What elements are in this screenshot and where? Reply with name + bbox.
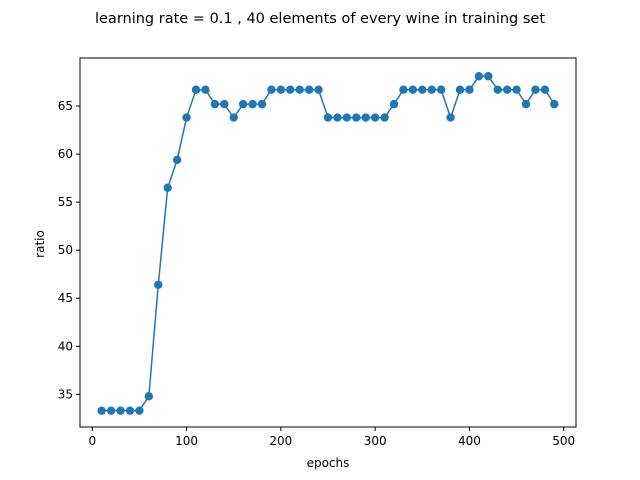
data-point (238, 99, 248, 109)
data-point (210, 99, 220, 109)
axes-frame (79, 57, 577, 428)
data-point (399, 85, 408, 94)
data-point (370, 113, 380, 122)
data-point (342, 113, 352, 122)
x-tick-label: 0 (88, 434, 96, 448)
data-point (276, 85, 286, 94)
data-point (427, 85, 436, 94)
y-axis-title: ratio (33, 230, 47, 258)
data-point (257, 99, 267, 109)
data-point (125, 406, 135, 415)
data-point (144, 392, 154, 401)
data-point (106, 406, 116, 415)
data-point (380, 113, 389, 122)
data-point (361, 113, 370, 122)
data-point (352, 113, 361, 122)
data-point (493, 85, 502, 94)
data-point (295, 85, 304, 94)
data-point (314, 85, 323, 94)
data-point (389, 99, 399, 109)
data-point (418, 85, 427, 94)
x-axis: 0 100 200 300 400 500 (88, 427, 575, 448)
data-point (220, 99, 229, 109)
x-tick-label: 400 (458, 434, 481, 448)
y-tick-label: 55 (58, 195, 73, 209)
data-point (512, 85, 521, 94)
data-point (465, 85, 474, 94)
x-tick-label: 200 (269, 434, 292, 448)
x-axis-title: epochs (307, 456, 350, 470)
data-point (116, 406, 125, 415)
data-point (267, 85, 276, 94)
data-point (172, 155, 182, 165)
y-tick-label: 60 (58, 147, 73, 161)
data-point (521, 99, 531, 109)
y-tick-label: 40 (58, 339, 73, 353)
plot-area (97, 72, 559, 415)
x-tick-label: 100 (175, 434, 198, 448)
data-point (484, 72, 493, 81)
data-point (502, 85, 512, 94)
y-tick-label: 45 (58, 291, 73, 305)
y-axis: 35 40 45 50 55 60 65 (58, 99, 80, 401)
data-point (182, 113, 191, 122)
y-tick-label: 35 (58, 387, 73, 401)
data-point (408, 85, 418, 94)
x-tick-label: 500 (552, 434, 575, 448)
data-point (248, 99, 257, 109)
y-tick-label: 65 (58, 99, 73, 113)
data-point (323, 113, 333, 122)
data-point (446, 113, 455, 122)
data-point (455, 85, 465, 94)
data-point (531, 85, 540, 94)
data-point (154, 280, 163, 289)
series-line (101, 75, 555, 412)
data-point (286, 85, 295, 94)
data-point (333, 113, 342, 122)
data-point (191, 85, 201, 94)
data-point (201, 85, 210, 94)
data-point (304, 85, 314, 94)
data-point (436, 85, 446, 94)
x-tick-label: 300 (364, 434, 387, 448)
data-point (229, 113, 238, 122)
chart-title: learning rate = 0.1 , 40 elements of eve… (95, 11, 545, 27)
data-point (540, 85, 550, 94)
data-point (163, 183, 172, 192)
y-tick-label: 50 (58, 243, 73, 257)
data-point (97, 406, 106, 415)
data-point (135, 406, 144, 415)
data-point (550, 99, 559, 109)
data-point (474, 72, 484, 81)
